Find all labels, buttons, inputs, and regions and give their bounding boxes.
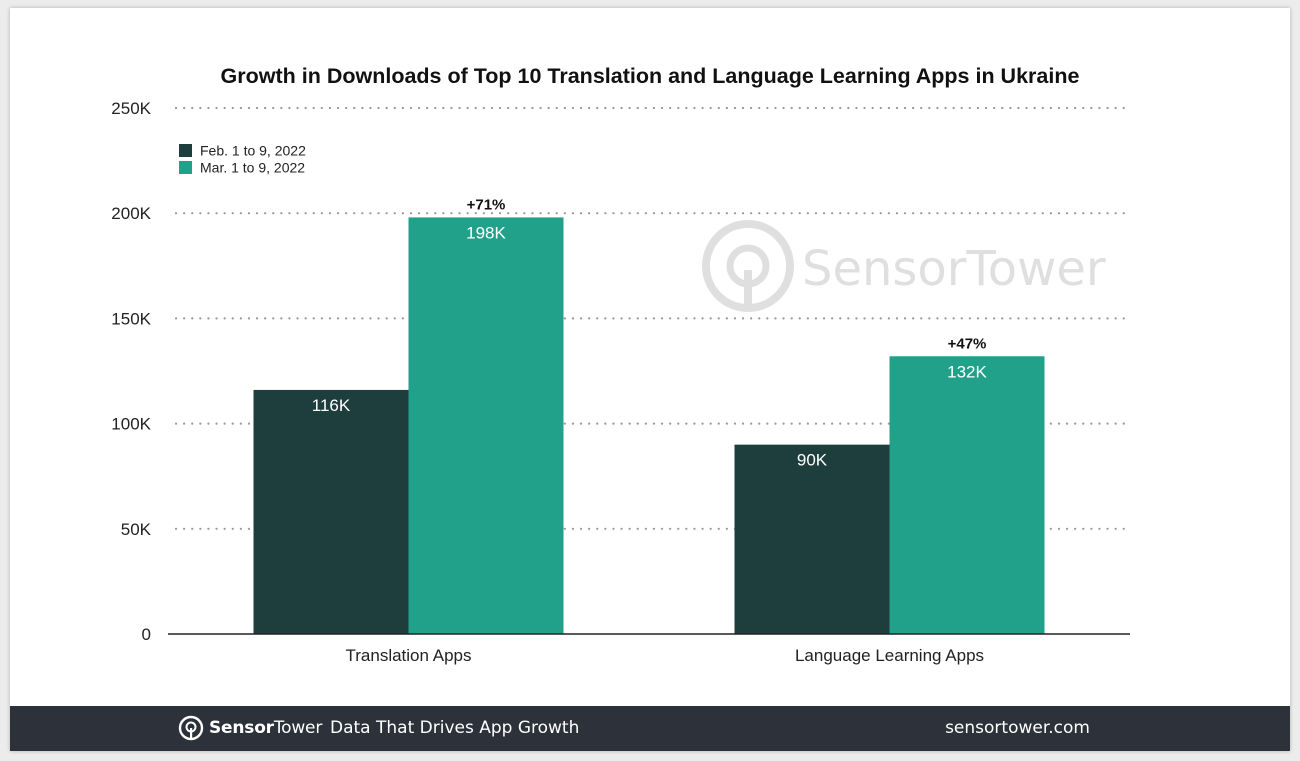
x-tick-label: Translation Apps	[346, 646, 472, 665]
footer-bar: SensorTower Data That Drives App Growth …	[10, 706, 1290, 751]
y-tick-label: 100K	[111, 415, 151, 434]
sensortower-watermark: SensorTower	[702, 220, 1106, 312]
chart-card: SensorTower 0 50K 100K 150K 200K 250K 116K 198…	[10, 8, 1290, 751]
y-tick-label: 250K	[111, 99, 151, 118]
bar	[889, 356, 1045, 634]
footer-brand: SensorTower	[178, 715, 322, 741]
footer-tagline: Data That Drives App Growth	[330, 718, 580, 738]
bar	[253, 389, 409, 634]
y-tick-label: 50K	[121, 520, 152, 539]
bar-marks: 116K 198K +71% 90K 132K +47%	[253, 196, 1045, 634]
watermark-logo-stem	[744, 270, 752, 308]
bar-value-label: 116K	[312, 396, 351, 415]
footer-brand-name: SensorTower	[209, 718, 322, 738]
legend-swatch	[179, 144, 192, 157]
y-tick-label: 150K	[111, 309, 151, 328]
bar-value-label: 132K	[947, 362, 987, 381]
footer-brand-bold: Sensor	[209, 718, 274, 738]
legend-label: Feb. 1 to 9, 2022	[200, 143, 306, 159]
x-tick-label: Language Learning Apps	[795, 646, 984, 665]
legend-label: Mar. 1 to 9, 2022	[200, 160, 305, 176]
bar	[734, 444, 890, 634]
bar	[408, 217, 564, 634]
y-axis-tick-labels: 0 50K 100K 150K 200K 250K	[111, 99, 151, 644]
x-axis-tick-labels: Translation Apps Language Learning Apps	[346, 646, 985, 665]
watermark-logo-inner-ring	[726, 244, 770, 288]
footer-site-link[interactable]: sensortower.com	[945, 718, 1090, 738]
watermark-logo-ring	[702, 220, 794, 312]
bar-value-label: 90K	[797, 451, 828, 470]
chart-title: Growth in Downloads of Top 10 Translatio…	[221, 64, 1080, 88]
sensortower-logo-icon	[178, 715, 204, 741]
bar-chart: SensorTower 0 50K 100K 150K 200K 250K 116K 198…	[111, 64, 1132, 665]
bar-value-label: 198K	[466, 223, 506, 242]
watermark-text: SensorTower	[802, 241, 1106, 297]
growth-annotation: +47%	[948, 335, 987, 352]
y-tick-label: 200K	[111, 204, 151, 223]
footer-brand-light: Tower	[273, 718, 323, 738]
growth-annotation: +71%	[467, 196, 506, 213]
legend-swatch	[179, 161, 192, 174]
y-tick-label: 0	[142, 625, 151, 644]
